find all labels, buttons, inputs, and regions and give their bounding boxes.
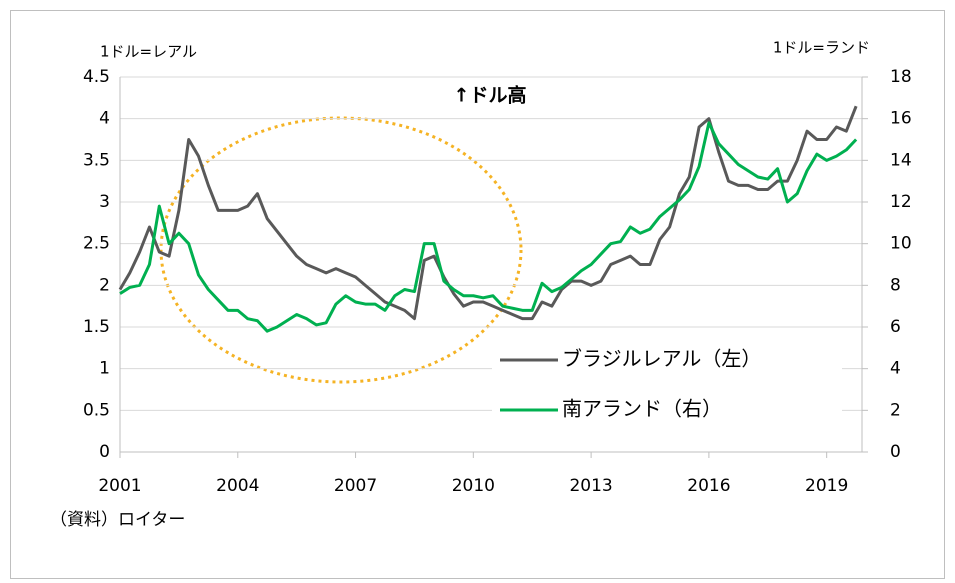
y-tick-label: 1 <box>99 359 110 379</box>
y2-tick-label: 16 <box>890 109 912 129</box>
highlight-ellipse <box>159 116 523 384</box>
y2-tick-label: 14 <box>890 150 912 170</box>
x-tick-label: 2016 <box>687 476 730 496</box>
x-tick-label: 2010 <box>452 476 495 496</box>
y-tick-label: 2.5 <box>83 234 110 254</box>
y-axis-label: 1ドル=レアル <box>100 43 197 61</box>
y-tick-label: 1.5 <box>83 317 110 337</box>
y2-tick-label: 12 <box>890 192 912 212</box>
y-tick-label: 0.5 <box>83 400 110 420</box>
y-tick-label: 4.5 <box>83 67 110 87</box>
series-line <box>118 105 858 321</box>
y-tick-label: 0 <box>99 442 110 462</box>
source-note: （資料）ロイター <box>50 510 185 530</box>
y-tick-label: 4 <box>99 109 110 129</box>
y-tick-label: 2 <box>99 275 110 295</box>
y2-tick-label: 10 <box>890 234 912 254</box>
y2-tick-label: 0 <box>890 442 901 462</box>
chart-frame <box>10 10 945 579</box>
y-tick-label: 3.5 <box>83 150 110 170</box>
legend-label: ブラジルレアル（左） <box>562 347 761 371</box>
y2-tick-label: 6 <box>890 317 901 337</box>
y2-tick-label: 2 <box>890 400 901 420</box>
x-tick-label: 2004 <box>216 476 259 496</box>
series-line <box>119 121 858 333</box>
x-tick-label: 2007 <box>334 476 377 496</box>
y2-tick-label: 8 <box>890 275 901 295</box>
y-tick-label: 3 <box>99 192 110 212</box>
y2-tick-label: 18 <box>890 67 912 87</box>
annotation: ↑ドル高 <box>454 84 527 107</box>
legend-label: 南アランド（右） <box>562 397 722 421</box>
x-tick-label: 2001 <box>98 476 141 496</box>
y2-axis-label: 1ドル=ランド <box>773 39 870 57</box>
x-tick-label: 2019 <box>805 476 848 496</box>
x-tick-label: 2013 <box>569 476 612 496</box>
y2-tick-label: 4 <box>890 359 901 379</box>
